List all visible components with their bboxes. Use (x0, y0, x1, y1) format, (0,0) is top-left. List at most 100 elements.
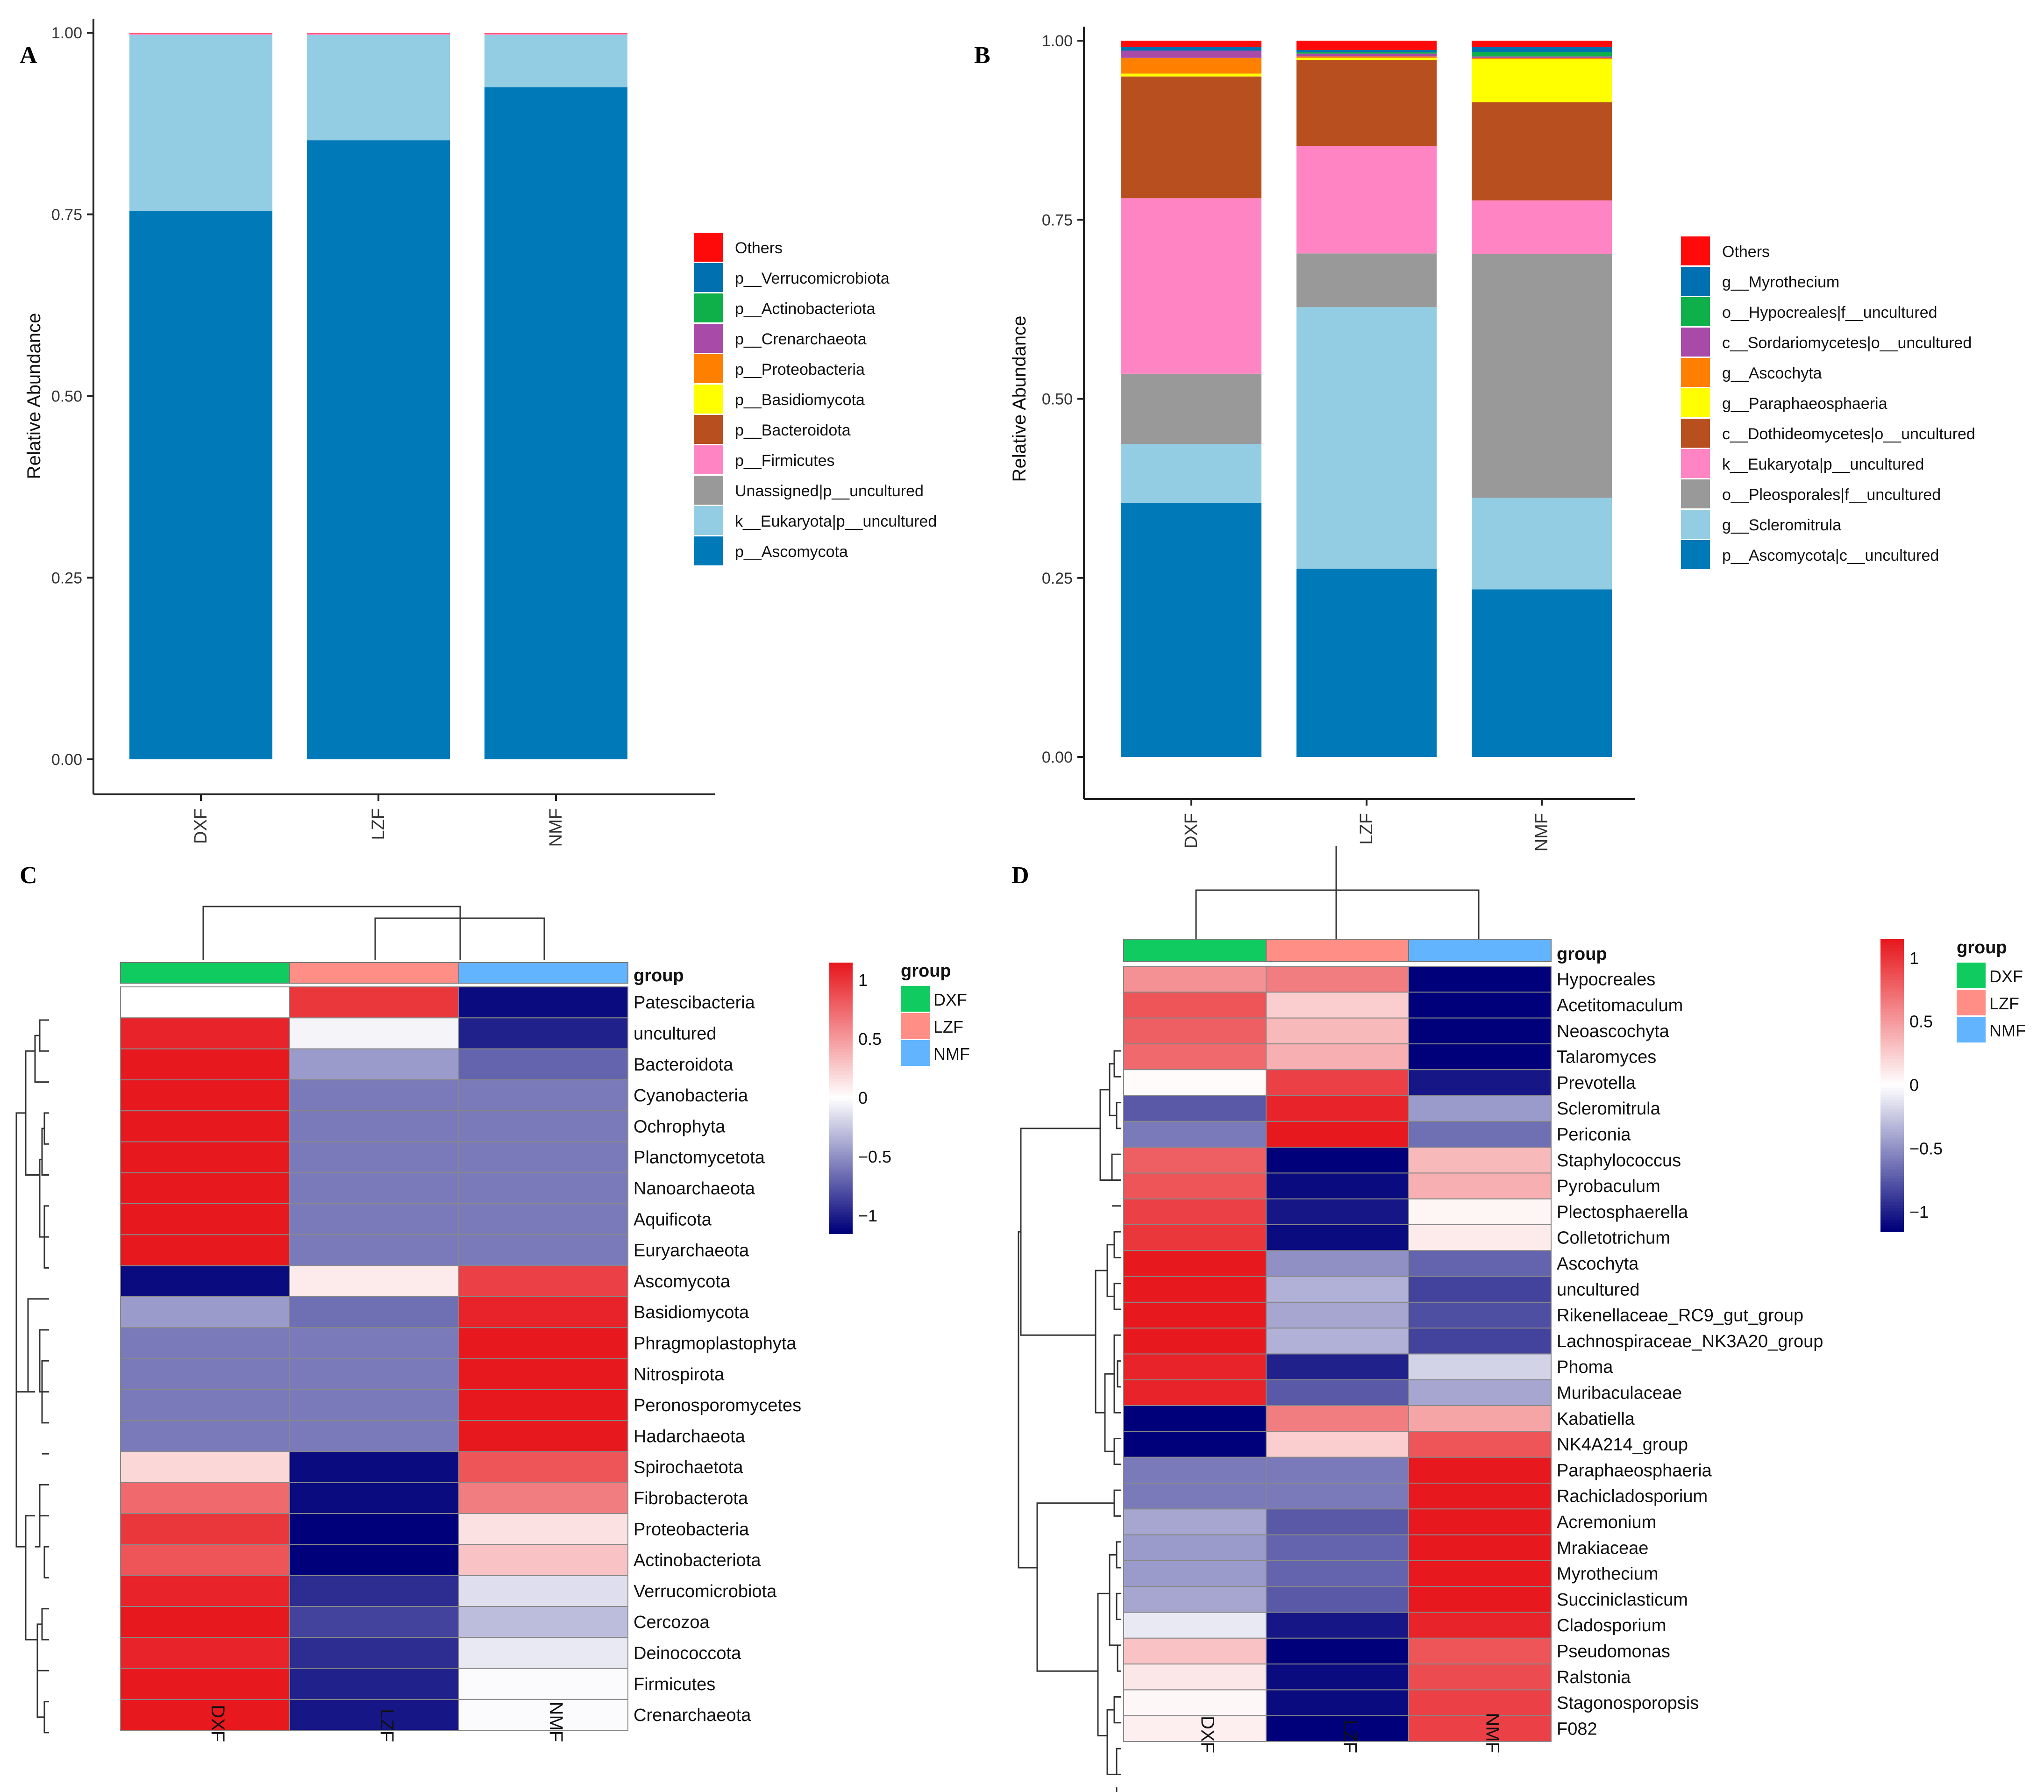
row-label: Paraphaeosphaeria (1557, 1461, 1712, 1480)
legend-swatch (694, 506, 723, 535)
color-scale-step (829, 1025, 853, 1028)
bar-segment (129, 210, 272, 760)
heatmap-cell (1266, 1689, 1409, 1716)
panel-d-heatmap: group Hypocreales Acetitomaculum Neoascochy… (1018, 846, 2026, 1792)
row-label: Cyanobacteria (634, 1086, 748, 1106)
color-scale-step (829, 1090, 853, 1093)
color-scale-step (1880, 1187, 1904, 1191)
color-scale-step (1880, 1222, 1904, 1226)
color-scale-step (1880, 1082, 1904, 1086)
heatmap-cell (120, 1079, 290, 1112)
color-scale-step (1880, 1120, 1904, 1124)
color-scale-step (1880, 1033, 1904, 1036)
color-scale-step (1880, 1173, 1904, 1177)
color-scale-step (1880, 1021, 1904, 1025)
color-scale-step (829, 1195, 853, 1199)
group-legend-title: group (1957, 938, 2007, 957)
heatmap-cell (458, 1699, 628, 1731)
bar-segment (484, 35, 627, 87)
heatmap-cell (1408, 1276, 1552, 1303)
dendrogram-branch (15, 1392, 26, 1548)
color-scale-step (1880, 1143, 1904, 1147)
dendrogram-branch (27, 1298, 49, 1393)
row-label: Patescibacteria (634, 993, 755, 1013)
color-scale-step (829, 971, 853, 974)
legend-label: Others (735, 239, 783, 257)
bar-segment (1296, 52, 1437, 54)
color-scale-step (829, 1030, 853, 1034)
heatmap-cell (1266, 1147, 1409, 1174)
legend-swatch (1681, 236, 1710, 265)
bar-segment (1121, 41, 1261, 47)
color-scale-step (829, 1076, 853, 1080)
color-scale-step (1880, 1225, 1904, 1229)
heatmap-cell (1266, 966, 1409, 993)
color-scale-step (1880, 963, 1904, 966)
color-scale-step (1880, 1068, 1904, 1071)
row-label: Actinobacteriota (634, 1551, 761, 1571)
bar-segment (1296, 146, 1437, 254)
color-scale-step (1880, 1135, 1904, 1138)
color-scale-step (1880, 1170, 1904, 1173)
color-scale-step (1880, 1062, 1904, 1065)
heatmap-cell (120, 1296, 290, 1328)
color-scale-step (1880, 974, 1904, 978)
color-scale-step (1880, 1190, 1904, 1194)
bar-segment (1296, 307, 1437, 569)
color-scale-step (829, 1033, 853, 1036)
heatmap-cell (120, 1451, 290, 1483)
heatmap-cell (1266, 992, 1409, 1019)
color-scale-step (829, 1160, 853, 1164)
heatmap-cell (1408, 1147, 1552, 1174)
legend-label: p__Crenarchaeota (735, 330, 867, 348)
heatmap-cell (1123, 1586, 1267, 1613)
heatmap-cell (1408, 1637, 1552, 1665)
color-scale-step (1880, 1073, 1904, 1077)
dendrogram-branch (39, 1019, 49, 1052)
heatmap-cell (120, 1203, 290, 1235)
heatmap-cell (458, 1637, 628, 1669)
heatmap-cell (289, 1606, 459, 1638)
color-scale-step (1880, 1000, 1904, 1004)
color-scale-step (1880, 1220, 1904, 1223)
heatmap-cell (289, 1265, 459, 1297)
color-scale-step (829, 1171, 853, 1175)
x-tick-label: NMF (546, 808, 566, 847)
legend-label: p__Firmicutes (735, 452, 835, 470)
color-scale-step (829, 1092, 853, 1096)
color-scale-step (1880, 1015, 1904, 1019)
color-scale-step (829, 1198, 853, 1202)
heatmap-cell (458, 1575, 628, 1607)
heatmap-cell (1123, 1663, 1267, 1691)
row-label: Staphylococcus (1557, 1151, 1681, 1171)
heatmap-cell (120, 1327, 290, 1359)
heatmap-cell (120, 1141, 290, 1173)
color-scale-step (829, 1044, 853, 1047)
color-scale-tick-label: −1 (858, 1206, 877, 1225)
row-label: Cercozoa (634, 1613, 710, 1632)
dendrogram-branch (1116, 1102, 1121, 1129)
heatmap-cell (1123, 1328, 1267, 1355)
color-scale-step (829, 992, 853, 996)
heatmap-cell (289, 1575, 459, 1607)
dendrogram-branch (1036, 1502, 1114, 1672)
heatmap-cell (289, 1389, 459, 1421)
color-scale-step (829, 1003, 853, 1007)
heatmap-cell (1123, 1224, 1267, 1251)
color-scale-step (829, 1157, 853, 1161)
color-scale-step (1880, 1009, 1904, 1013)
heatmap-cell (1266, 1069, 1409, 1096)
color-scale-step (829, 1122, 853, 1126)
color-scale-step (829, 1204, 853, 1207)
color-scale-step (829, 1046, 853, 1050)
bar-segment (1121, 76, 1261, 199)
heatmap-cell (289, 1513, 459, 1545)
bar-segment (1296, 568, 1437, 757)
color-scale-step (1880, 1050, 1904, 1054)
color-scale-step (1880, 1196, 1904, 1200)
color-scale-step (1880, 1003, 1904, 1007)
heatmap-cell (1266, 1301, 1409, 1329)
color-scale-tick-label: −0.5 (1909, 1139, 1943, 1158)
group-legend-label: LZF (933, 1017, 963, 1036)
